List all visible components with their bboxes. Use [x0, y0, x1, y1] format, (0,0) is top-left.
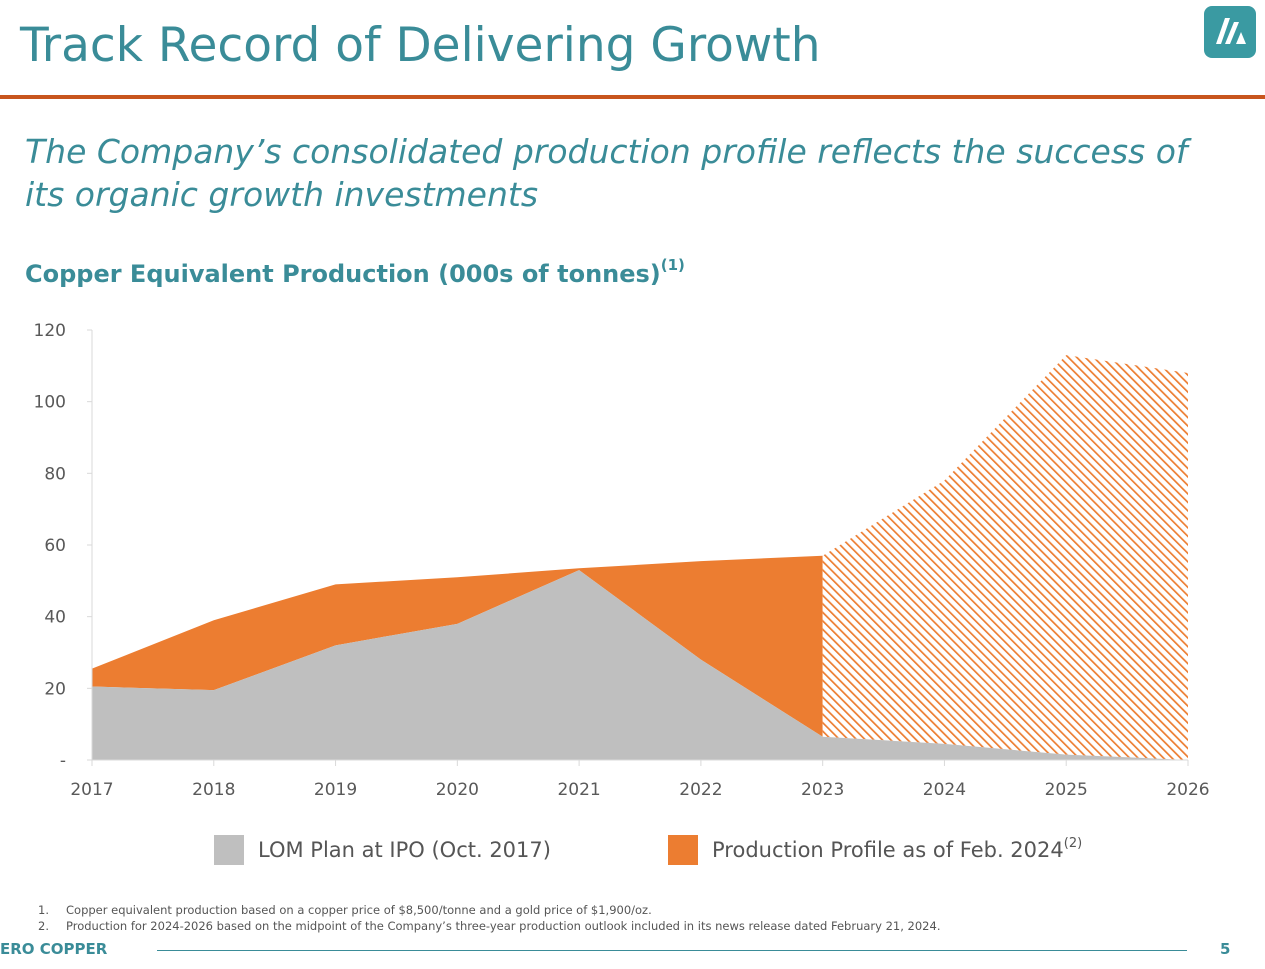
footnote-1-text: Copper equivalent production based on a …: [66, 903, 652, 917]
legend-item-production: Production Profile as of Feb. 2024(2): [668, 835, 1082, 865]
y-tick-label: 80: [44, 464, 66, 484]
y-tick-label: 120: [34, 321, 66, 341]
x-tick-label: 2026: [1166, 780, 1209, 800]
footnote-2: 2. Production for 2024-2026 based on the…: [38, 918, 940, 934]
legend-label-lom: LOM Plan at IPO (Oct. 2017): [258, 838, 551, 862]
title-rule: [0, 95, 1265, 99]
footer-brand: ERO COPPER: [0, 940, 108, 958]
legend-label-production: Production Profile as of Feb. 2024(2): [712, 836, 1083, 862]
x-tick-label: 2023: [801, 780, 844, 800]
y-tick-label: -: [60, 751, 66, 771]
page-title: Track Record of Delivering Growth: [20, 18, 821, 73]
footnote-1-number: 1.: [38, 903, 49, 917]
x-tick-label: 2020: [436, 780, 479, 800]
footnote-2-text: Production for 2024-2026 based on the mi…: [66, 919, 941, 933]
legend-footnote-ref: (2): [1063, 836, 1083, 851]
legend-label-production-text: Production Profile as of Feb. 2024: [712, 838, 1064, 862]
footer-rule: [157, 950, 1187, 951]
page-number: 5: [1220, 940, 1231, 958]
y-tick-label: 60: [44, 536, 66, 556]
x-tick-label: 2022: [679, 780, 722, 800]
legend-item-lom: LOM Plan at IPO (Oct. 2017): [214, 835, 551, 865]
series-production-outlook-area: [822, 355, 1188, 760]
x-tick-label: 2024: [923, 780, 966, 800]
x-tick-label: 2018: [192, 780, 235, 800]
footnote-2-number: 2.: [38, 919, 49, 933]
y-tick-label: 100: [34, 393, 66, 413]
x-tick-label: 2017: [70, 780, 113, 800]
slide-subtitle: The Company’s consolidated production pr…: [25, 132, 1188, 214]
footnotes: 1. Copper equivalent production based on…: [38, 902, 940, 934]
series-lom-area: [92, 570, 1188, 760]
x-tick-label: 2021: [557, 780, 600, 800]
y-tick-label: 20: [44, 679, 66, 699]
legend-swatch-production: [668, 835, 698, 865]
legend-swatch-lom: [214, 835, 244, 865]
footnote-1: 1. Copper equivalent production based on…: [38, 902, 940, 918]
y-tick-label: 40: [44, 608, 66, 628]
x-tick-label: 2025: [1045, 780, 1088, 800]
chart-heading-footnote-ref: (1): [660, 256, 685, 274]
chart-heading-text: Copper Equivalent Production (000s of to…: [25, 260, 661, 288]
series-production-area: [92, 555, 823, 737]
ero-logo-icon: [1204, 6, 1256, 58]
production-area-chart: - 20 40 60 80 100 120 2017 2018 2019 2020 2021 2022 2…: [34, 321, 1210, 800]
x-tick-label: 2019: [314, 780, 357, 800]
chart-heading: Copper Equivalent Production (000s of to…: [25, 256, 685, 288]
